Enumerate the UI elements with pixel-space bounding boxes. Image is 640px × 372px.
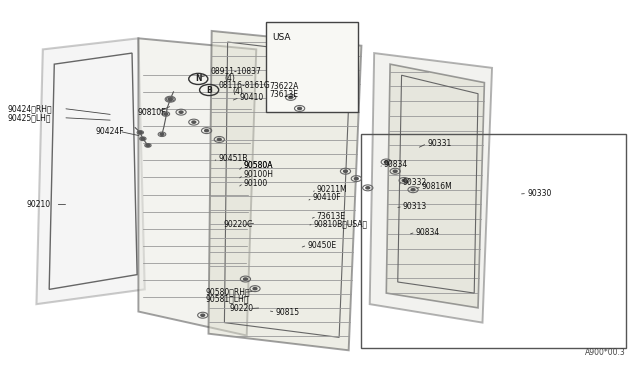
Text: 90100: 90100: [244, 179, 268, 187]
Text: 90410F: 90410F: [312, 193, 341, 202]
Text: 90816M: 90816M: [422, 182, 452, 191]
Text: 08116-8161G: 08116-8161G: [218, 81, 270, 90]
Text: 90424〈RH〉: 90424〈RH〉: [8, 104, 52, 113]
Circle shape: [394, 170, 397, 172]
Text: 90834: 90834: [384, 160, 408, 169]
Circle shape: [244, 278, 247, 280]
Polygon shape: [209, 31, 362, 350]
Circle shape: [218, 138, 221, 141]
Circle shape: [168, 98, 172, 100]
Circle shape: [355, 177, 358, 180]
Text: 90810F: 90810F: [137, 108, 166, 117]
Polygon shape: [387, 64, 484, 308]
Text: 90450E: 90450E: [307, 241, 337, 250]
Circle shape: [298, 108, 301, 110]
Text: 90332: 90332: [403, 178, 427, 187]
Text: 73622A: 73622A: [269, 82, 298, 91]
Polygon shape: [138, 38, 256, 336]
Text: B: B: [206, 86, 212, 94]
Circle shape: [289, 96, 292, 99]
Circle shape: [138, 131, 142, 134]
Text: 08911-10837: 08911-10837: [211, 67, 261, 76]
Text: 90100H: 90100H: [244, 170, 273, 179]
Polygon shape: [370, 53, 492, 323]
Circle shape: [411, 189, 415, 191]
Circle shape: [205, 129, 209, 132]
Text: (4): (4): [232, 87, 243, 96]
Text: 90451B: 90451B: [218, 154, 248, 163]
Text: 90815: 90815: [275, 308, 300, 317]
Text: (4): (4): [225, 74, 236, 83]
Bar: [266, 22, 358, 112]
Text: 90580A: 90580A: [244, 161, 273, 170]
Text: N: N: [195, 74, 202, 83]
Text: 73613E: 73613E: [269, 90, 298, 99]
Text: 90580〈RH〉: 90580〈RH〉: [205, 288, 250, 297]
Text: 90834: 90834: [415, 228, 440, 237]
Text: 90581〈LH〉: 90581〈LH〉: [205, 294, 249, 303]
Text: 90220: 90220: [230, 304, 253, 313]
Bar: [362, 134, 626, 349]
Text: 90330: 90330: [527, 189, 552, 198]
Text: 90424F: 90424F: [96, 127, 124, 136]
Text: 90313: 90313: [403, 202, 427, 211]
Circle shape: [146, 144, 150, 147]
Circle shape: [366, 187, 370, 189]
Text: USA: USA: [272, 33, 291, 42]
Circle shape: [344, 170, 348, 172]
Circle shape: [164, 113, 168, 115]
Polygon shape: [36, 38, 145, 304]
Circle shape: [160, 133, 164, 135]
Text: 90211M: 90211M: [317, 185, 348, 194]
Text: 90410: 90410: [240, 93, 264, 102]
Circle shape: [192, 121, 196, 123]
Text: 73613E: 73613E: [317, 212, 346, 221]
Text: 90220C: 90220C: [223, 220, 253, 229]
Text: 90580A: 90580A: [244, 161, 273, 170]
Circle shape: [385, 161, 388, 163]
Circle shape: [141, 138, 145, 140]
Circle shape: [402, 179, 406, 182]
Text: A900*00.3: A900*00.3: [585, 347, 626, 357]
Circle shape: [253, 288, 257, 290]
Text: 90810B〈USA〉: 90810B〈USA〉: [314, 219, 368, 228]
Text: 90425〈LH〉: 90425〈LH〉: [8, 113, 51, 122]
Circle shape: [201, 314, 205, 316]
Circle shape: [179, 111, 183, 113]
Circle shape: [168, 98, 172, 100]
Text: 90331: 90331: [427, 139, 451, 148]
Text: 90210: 90210: [27, 200, 51, 209]
